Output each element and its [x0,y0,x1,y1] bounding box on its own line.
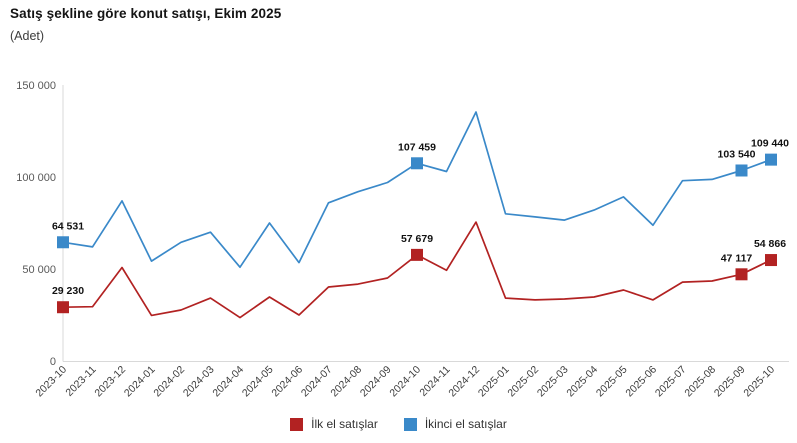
housing-sales-line-chart: 0 50 000 100 000 150 000 2023-102023-112023-… [16,80,789,400]
data-point-label: 103 540 [718,148,756,160]
x-axis-tick-label: 2024-12 [446,364,482,400]
x-axis-tick-label: 2025-01 [476,364,512,400]
chart-legend: İlk el satışlar İkinci el satışlar [0,417,797,431]
data-point-label: 64 531 [52,220,84,232]
legend-item-first-hand: İlk el satışlar [290,417,378,431]
data-point-marker [735,164,748,177]
y-axis-tick-label: 100 000 [16,172,56,184]
data-point-marker [765,153,777,166]
data-point-marker [57,301,69,314]
x-axis-tick-label: 2025-02 [505,364,541,400]
legend-item-second-hand: İkinci el satışlar [403,417,507,431]
x-axis-tick-label: 2024-02 [151,364,187,400]
data-point-label: 54 866 [754,238,786,250]
x-axis-tick-label: 2025-09 [712,364,748,400]
x-axis-tick-label: 2023-11 [63,364,98,399]
x-axis-tick-label: 2024-03 [181,364,217,400]
x-axis-tick-label: 2025-07 [653,364,689,400]
y-axis-tick-label: 0 [50,356,56,368]
x-axis-tick-label: 2024-05 [240,364,276,400]
x-axis-tick-label: 2024-11 [417,364,452,399]
legend-label-second-hand: İkinci el satışlar [424,417,507,431]
x-axis-tick-label: 2024-10 [387,364,423,400]
x-axis-tick-label: 2024-06 [269,364,305,400]
y-axis-tick-label: 50 000 [22,264,56,276]
data-point-marker [765,254,777,267]
x-axis-tick-label: 2025-03 [535,364,571,400]
x-axis-tick-label: 2024-09 [358,364,394,400]
chart-title: Satış şekline göre konut satışı, Ekim 20… [10,6,282,21]
x-axis-tick-label: 2025-05 [594,364,630,400]
y-axis-tick-label: 150 000 [16,80,56,92]
first-hand-swatch-icon [290,417,304,431]
chart-subtitle: (Adet) [10,29,45,43]
data-point-marker [735,268,748,281]
second-hand-swatch-icon [403,417,417,431]
x-axis-tick-label: 2023-10 [33,364,69,400]
x-axis-tick-label: 2025-10 [741,364,777,400]
x-axis-tick-label: 2023-12 [92,364,128,400]
data-point-marker [411,248,423,261]
data-point-label: 57 679 [401,233,433,245]
x-axis-tick-label: 2024-08 [328,364,364,400]
x-axis-tick-label: 2025-08 [682,364,718,400]
data-point-marker [411,157,423,170]
data-point-label: 107 459 [398,141,436,153]
x-axis-tick-label: 2024-04 [210,364,246,400]
data-point-label: 109 440 [751,138,789,150]
x-axis-tick-label: 2024-01 [122,364,158,400]
data-point-marker [57,236,69,249]
x-axis-tick-label: 2025-04 [564,364,600,400]
legend-label-first-hand: İlk el satışlar [311,417,378,431]
x-axis-tick-label: 2025-06 [623,364,659,400]
data-point-label: 29 230 [52,285,84,297]
data-point-label: 47 117 [721,252,753,264]
x-axis-tick-label: 2024-07 [299,364,335,400]
